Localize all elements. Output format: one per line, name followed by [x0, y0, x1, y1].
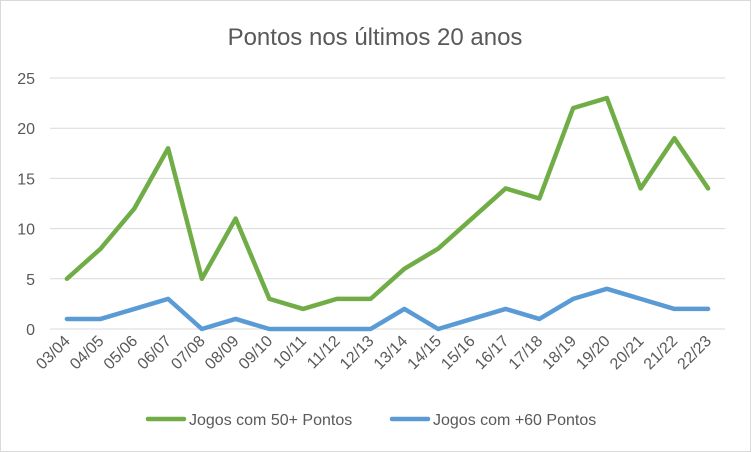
x-tick-label: 05/06 [101, 333, 141, 373]
x-tick-label: 03/04 [33, 333, 73, 373]
x-tick-label: 18/19 [540, 333, 580, 373]
chart-title: Pontos nos últimos 20 anos [228, 24, 523, 51]
series-line-1 [64, 286, 711, 332]
x-tick-label: 04/05 [67, 333, 107, 373]
x-tick-label: 22/23 [675, 333, 715, 373]
y-tick-label: 15 [17, 171, 35, 188]
series-line-0 [64, 95, 711, 312]
legend-label: Jogos com 50+ Pontos [189, 412, 352, 429]
y-tick-label: 5 [26, 272, 35, 289]
gridlines [50, 77, 725, 330]
y-axis-ticks: 0 5 10 15 20 25 [17, 71, 35, 339]
x-tick-label: 07/08 [168, 333, 208, 373]
x-tick-label: 12/13 [337, 333, 377, 373]
x-axis-ticks: 03/0404/0505/0606/0707/0808/0909/1010/11… [33, 333, 715, 373]
y-tick-label: 0 [26, 322, 35, 339]
x-tick-label: 17/18 [506, 333, 546, 373]
x-tick-label: 15/16 [438, 333, 478, 373]
x-tick-label: 20/21 [607, 333, 647, 373]
x-tick-label: 14/15 [405, 333, 445, 373]
y-tick-label: 10 [17, 222, 35, 239]
x-tick-label: 06/07 [135, 333, 175, 373]
x-tick-label: 19/20 [573, 333, 613, 373]
legend: Jogos com 50+ Pontos Jogos com +60 Pontos [145, 412, 596, 429]
y-tick-label: 25 [17, 71, 35, 88]
x-tick-label: 11/12 [304, 333, 344, 373]
x-tick-label: 13/14 [371, 333, 411, 373]
x-tick-label: 16/17 [472, 333, 512, 373]
series-lines [64, 95, 711, 332]
x-tick-label: 21/22 [641, 333, 681, 373]
x-tick-label: 08/09 [202, 333, 242, 373]
x-tick-label: 09/10 [236, 333, 276, 373]
y-tick-label: 20 [17, 121, 35, 138]
legend-label: Jogos com +60 Pontos [433, 412, 596, 429]
x-tick-label: 10/11 [270, 333, 310, 373]
